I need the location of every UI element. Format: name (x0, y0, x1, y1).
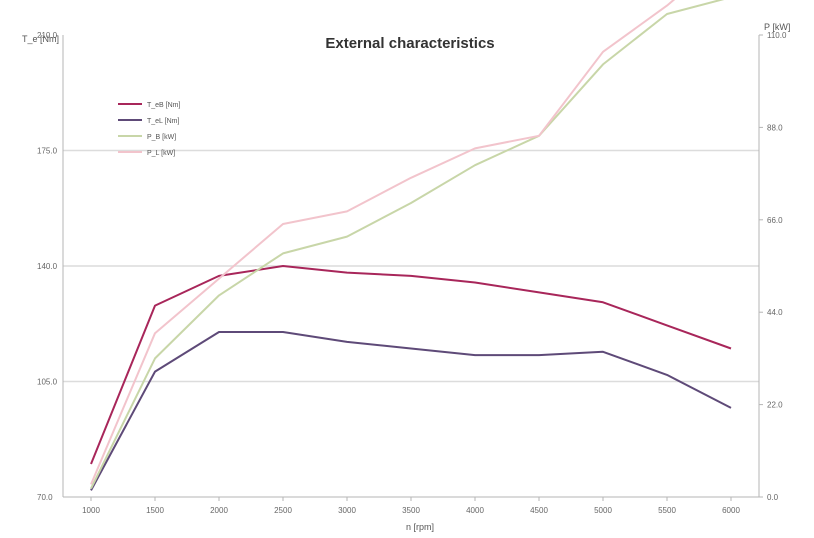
x-tick-label: 4500 (530, 506, 548, 515)
y-left-tick-label: 175.0 (37, 147, 58, 156)
y-right-tick-label: 110.0 (767, 31, 787, 40)
x-tick-label: 1000 (82, 506, 100, 515)
x-tick-label: 2000 (210, 506, 228, 515)
y-right-tick-label: 22.0 (767, 401, 783, 410)
legend-label: T_eB [Nm] (147, 102, 181, 109)
y-axis-left-label: T_e [Nm] (22, 34, 59, 44)
y-right-tick-label: 88.0 (767, 123, 783, 132)
x-tick-label: 6000 (722, 506, 740, 515)
x-tick-label: 1500 (146, 506, 164, 515)
x-tick-label: 2500 (274, 506, 292, 515)
grid-layer (63, 149, 759, 383)
y-left-tick-label: 105.0 (37, 378, 58, 387)
x-tick-label: 5000 (594, 506, 612, 515)
y-right-tick-label: 44.0 (767, 308, 783, 317)
y-left-tick-label: 140.0 (37, 262, 58, 271)
y-right-tick-label: 0.0 (767, 493, 779, 502)
y-right-tick-label: 66.0 (767, 216, 783, 225)
legend: T_eB [Nm] T_eL [Nm] P_B [kW] P_L [kW] (118, 102, 181, 157)
series-line (90, 265, 732, 465)
x-tick-label: 5500 (658, 506, 676, 515)
series-layer (90, 0, 732, 491)
series-line (90, 331, 732, 491)
x-tick-label: 4000 (466, 506, 484, 515)
series-line (90, 0, 676, 485)
y-left-tick-label: 70.0 (37, 493, 53, 502)
y-left-tick-label: 210.0 (37, 31, 58, 40)
legend-label: T_eL [Nm] (147, 118, 179, 125)
legend-label: P_L [kW] (147, 150, 175, 157)
y-axis-right-label: P [kW] (764, 22, 790, 32)
x-tick-label: 3000 (338, 506, 356, 515)
tick-labels: 70.0 105.0 140.0 175.0 210.0 0.0 22.0 44.0 66.0 8… (37, 31, 787, 515)
x-tick-label: 3500 (402, 506, 420, 515)
legend-label: P_B [kW] (147, 134, 176, 141)
x-axis-label: n [rpm] (406, 522, 434, 532)
series-line (90, 0, 725, 490)
chart-title: External characteristics (325, 35, 494, 52)
